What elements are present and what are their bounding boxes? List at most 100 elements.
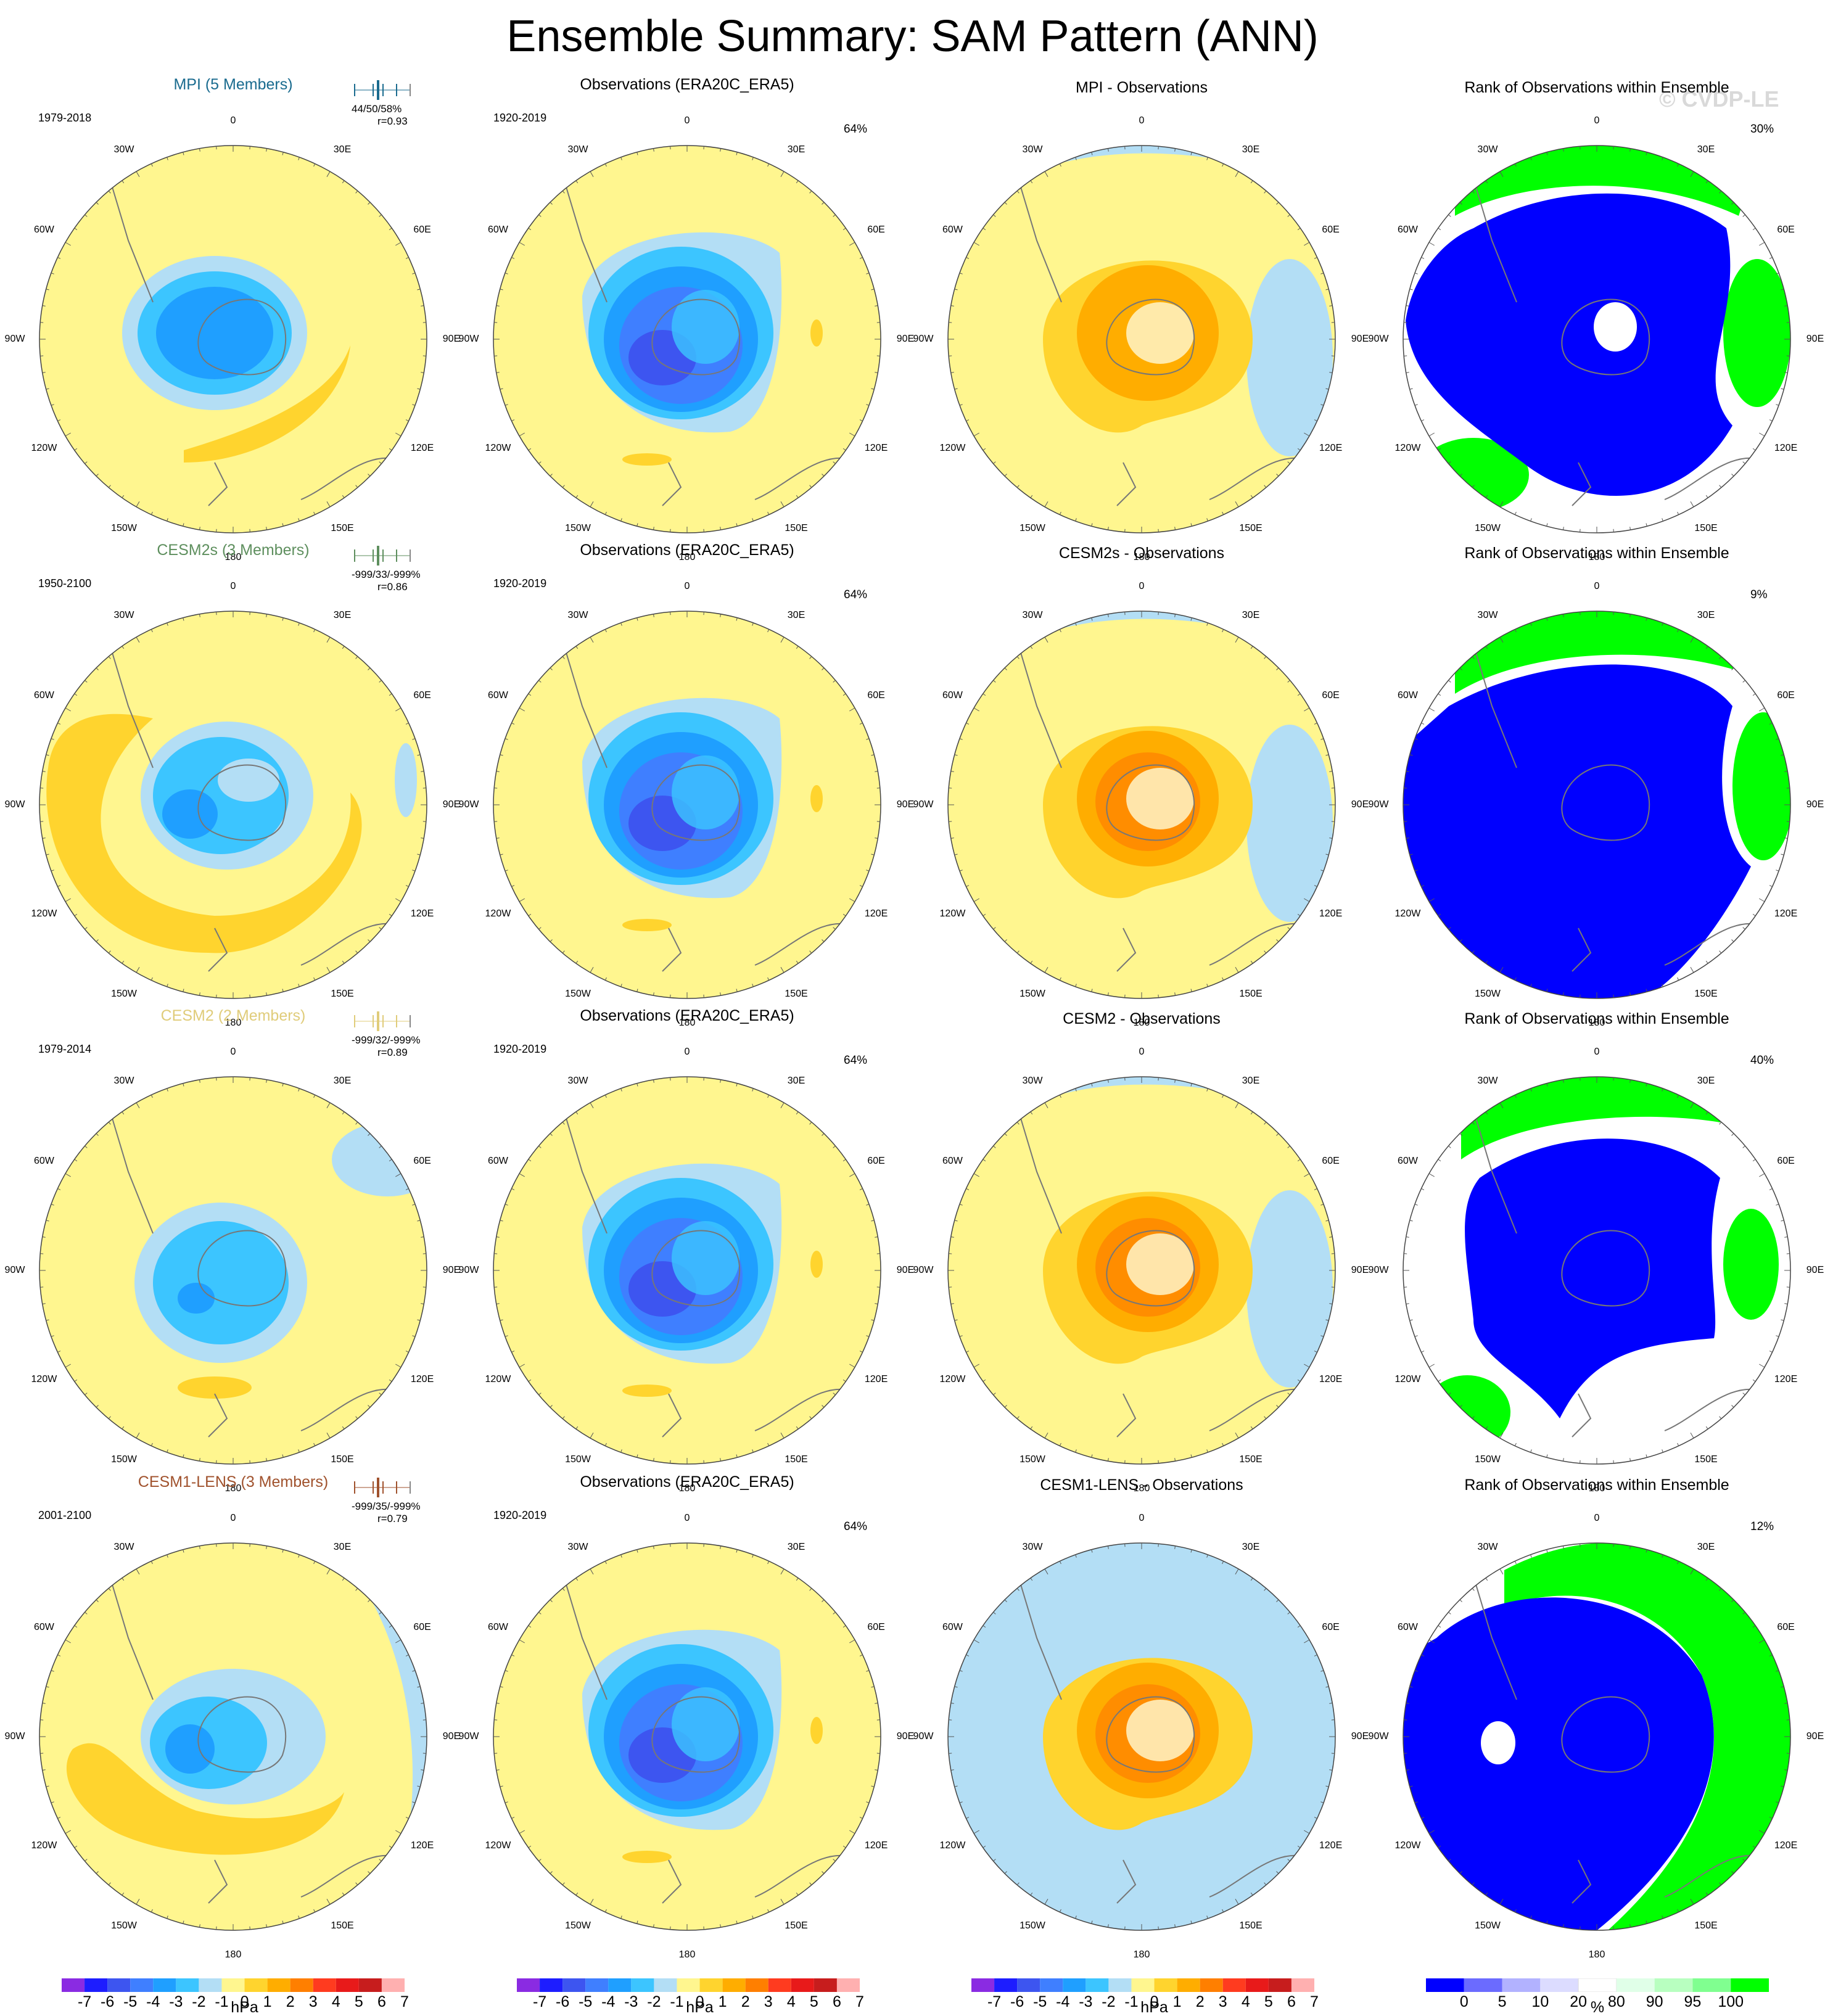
longitude-label: 60E: [1322, 1622, 1339, 1633]
colorbar-tick: 7: [1310, 1993, 1319, 2011]
longitude-label: 60E: [413, 224, 431, 236]
colorbar-tick: 3: [1219, 1993, 1227, 2011]
longitude-label: 30W: [568, 1076, 588, 1087]
colorbar-tick: 95: [1684, 1993, 1702, 2011]
colorbar-swatch: [290, 1978, 313, 1992]
longitude-label: 120W: [1395, 908, 1421, 920]
hpa-colorbar: [971, 1978, 1314, 1992]
longitude-label: 90E: [1806, 334, 1824, 345]
longitude-label: 30W: [568, 610, 588, 621]
colorbar-tick: 10: [1531, 1993, 1549, 2011]
colorbar-swatch: [723, 1978, 746, 1992]
longitude-label: 90W: [913, 1265, 934, 1276]
colorbar-tick: 2: [286, 1993, 295, 2011]
longitude-label: 30E: [788, 610, 805, 621]
longitude-label: 30W: [1023, 610, 1043, 621]
longitude-label: 0: [1139, 115, 1145, 126]
rank-title: Rank of Observations within Ensemble: [1369, 1009, 1825, 1029]
colorbar-tick: 6: [833, 1993, 841, 2011]
longitude-label: 60W: [488, 1156, 508, 1167]
colorbar-swatch: [746, 1978, 768, 1992]
longitude-label: 90W: [5, 799, 25, 810]
longitude-label: 120E: [411, 1374, 434, 1385]
longitude-label: 150E: [785, 1920, 807, 1932]
colorbar-swatch: [382, 1978, 405, 1992]
longitude-label: 60W: [1398, 1622, 1418, 1633]
difference-map: [923, 1518, 1360, 1955]
model-map: [15, 1518, 451, 1955]
longitude-label: 150E: [1694, 989, 1717, 1000]
longitude-label: 180: [225, 1949, 242, 1960]
longitude-label: 150W: [1475, 989, 1501, 1000]
longitude-label: 0: [1594, 581, 1600, 592]
observation-map: [469, 586, 905, 1023]
colorbar-swatch: [1155, 1978, 1177, 1992]
longitude-label: 120E: [865, 1374, 888, 1385]
longitude-label: 60E: [1777, 224, 1794, 236]
longitude-label: 150W: [1475, 1454, 1501, 1465]
longitude-label: 0: [1594, 1513, 1600, 1524]
colorbar-swatch: [768, 1978, 791, 1992]
longitude-label: 60E: [1777, 1622, 1794, 1633]
colorbar-swatch: [62, 1978, 84, 1992]
colorbar-swatch: [994, 1978, 1017, 1992]
colorbar-tick: 4: [1242, 1993, 1250, 2011]
longitude-label: 90E: [897, 1265, 914, 1276]
longitude-label: 150E: [785, 989, 807, 1000]
longitude-label: 120E: [411, 908, 434, 920]
longitude-label: 30E: [334, 144, 351, 155]
colorbar-tick: -6: [101, 1993, 114, 2011]
model-map: [15, 586, 451, 1023]
contour-pos-2: [622, 919, 672, 931]
longitude-label: 150E: [1239, 1920, 1262, 1932]
longitude-label: 30W: [1023, 1542, 1043, 1553]
longitude-label: 0: [231, 115, 236, 126]
antarctica-shade: [672, 1687, 739, 1761]
colorbar-tick: -7: [987, 1993, 1001, 2011]
colorbar-tick: 6: [377, 1993, 386, 2011]
colorbar-swatch: [562, 1978, 585, 1992]
difference-map: [923, 121, 1360, 557]
longitude-label: 60W: [34, 690, 54, 701]
colorbar-tick: -6: [1010, 1993, 1024, 2011]
colorbar-tick: 1: [1173, 1993, 1182, 2011]
longitude-label: 90W: [5, 334, 25, 345]
longitude-label: 30W: [1478, 144, 1498, 155]
longitude-label: 90E: [443, 799, 460, 810]
longitude-label: 180: [1589, 1949, 1605, 1960]
longitude-label: 60E: [413, 1622, 431, 1633]
longitude-label: 120W: [940, 443, 966, 454]
longitude-label: 60W: [942, 224, 963, 236]
longitude-label: 0: [231, 1513, 236, 1524]
longitude-label: 120W: [940, 908, 966, 920]
colorbar-tick: -4: [1056, 1993, 1069, 2011]
model-map: [15, 121, 451, 557]
contour-pos-1: [810, 1251, 823, 1278]
longitude-label: 60W: [34, 1156, 54, 1167]
longitude-label: 60E: [867, 690, 884, 701]
rank-mid: [1481, 1721, 1515, 1764]
colorbar-tick: 5: [355, 1993, 363, 2011]
observation-map: [469, 121, 905, 557]
longitude-label: 30E: [1242, 610, 1259, 621]
longitude-label: 30W: [1023, 144, 1043, 155]
longitude-label: 60E: [413, 690, 431, 701]
colorbar-tick: 6: [1287, 1993, 1296, 2011]
colorbar-tick: -4: [601, 1993, 615, 2011]
longitude-label: 60W: [488, 690, 508, 701]
longitude-label: 90W: [913, 334, 934, 345]
longitude-label: 90W: [5, 1265, 25, 1276]
colorbar-swatch: [313, 1978, 336, 1992]
colorbar-swatch: [1246, 1978, 1269, 1992]
longitude-label: 30W: [114, 1076, 134, 1087]
longitude-label: 120E: [1319, 1840, 1342, 1851]
longitude-label: 30E: [334, 1542, 351, 1553]
colorbar-tick: 20: [1570, 1993, 1587, 2011]
longitude-label: 120E: [1774, 908, 1797, 920]
colorbar-swatch: [359, 1978, 382, 1992]
longitude-label: 150W: [111, 523, 137, 534]
longitude-label: 30W: [114, 1542, 134, 1553]
longitude-label: 30E: [1242, 1076, 1259, 1087]
contour-neg-3: [162, 789, 218, 839]
longitude-label: 150E: [331, 1920, 353, 1932]
